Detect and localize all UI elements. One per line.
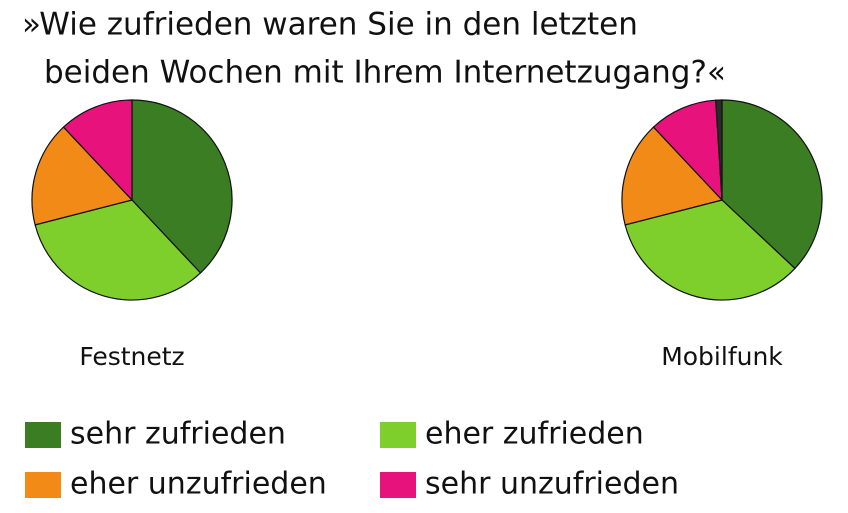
pie-slice (34, 199, 202, 301)
chart-title: beiden Wochen mit Ihrem Internetzugang?« (44, 55, 726, 91)
chart-title: »Wie zufrieden waren Sie in den letzten (22, 7, 638, 43)
legend-label: eher unzufrieden (70, 467, 327, 502)
pie-label: Festnetz (79, 342, 184, 371)
legend-swatch (25, 422, 61, 448)
pie-slice (652, 99, 723, 202)
pie-slice (131, 99, 233, 274)
legend-swatch (380, 422, 416, 448)
legend-swatch (25, 472, 61, 498)
pie-label: Mobilfunk (661, 342, 783, 371)
legend-label: eher zufrieden (425, 417, 644, 452)
legend-label: sehr unzufrieden (425, 467, 679, 502)
pie-slice (62, 99, 133, 202)
pie-slice (721, 99, 823, 270)
legend-swatch (380, 472, 416, 498)
legend-label: sehr zufrieden (70, 417, 286, 452)
pie-slice (31, 126, 134, 226)
pie-slice (624, 199, 796, 301)
pie-slice (715, 99, 723, 201)
pie-slice (621, 126, 724, 226)
